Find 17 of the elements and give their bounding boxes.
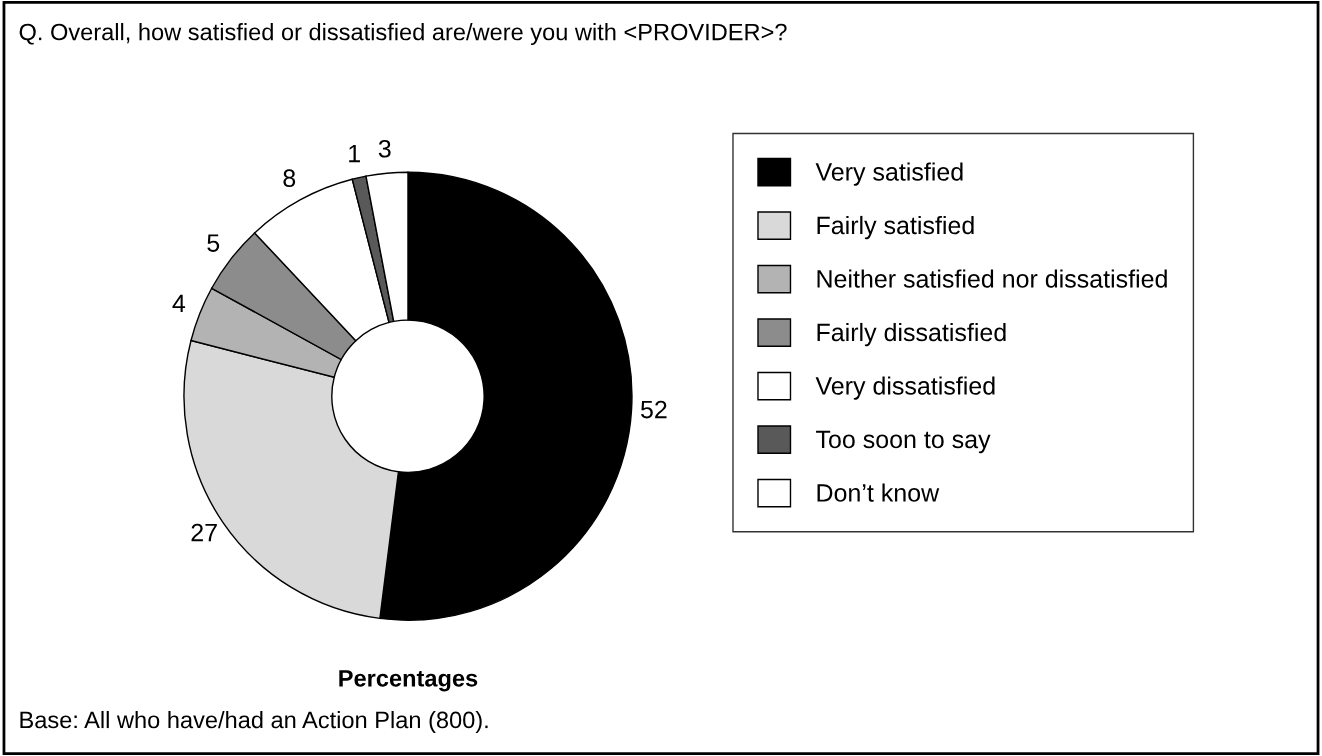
legend-label: Don’t know	[817, 483, 940, 502]
legend-label: Very satisfied	[815, 162, 963, 186]
legend-label: Fairly dissatisfied	[817, 322, 1006, 347]
data-label: 8	[283, 169, 296, 187]
data-label: 27	[191, 523, 217, 542]
legend-label: Fairly satisfied	[817, 215, 974, 240]
legend-label: Neither satisfied nor dissatisfied	[817, 269, 1167, 288]
data-label: 5	[207, 234, 220, 252]
chart-title: Q. Overall, how satisfied or dissatisfied are/were you with <PROVIDER>?	[19, 23, 787, 46]
data-label: 3	[378, 139, 391, 158]
legend-label: Too soon to say	[816, 430, 991, 454]
text: Base: All who have/had an Action Plan (800).	[20, 710, 488, 733]
data-label: 4	[172, 294, 186, 312]
text: Percentages	[339, 670, 478, 692]
data-label: 52	[640, 400, 667, 419]
legend-label: Very dissatisfied	[815, 376, 995, 400]
data-label: 1	[349, 144, 360, 163]
